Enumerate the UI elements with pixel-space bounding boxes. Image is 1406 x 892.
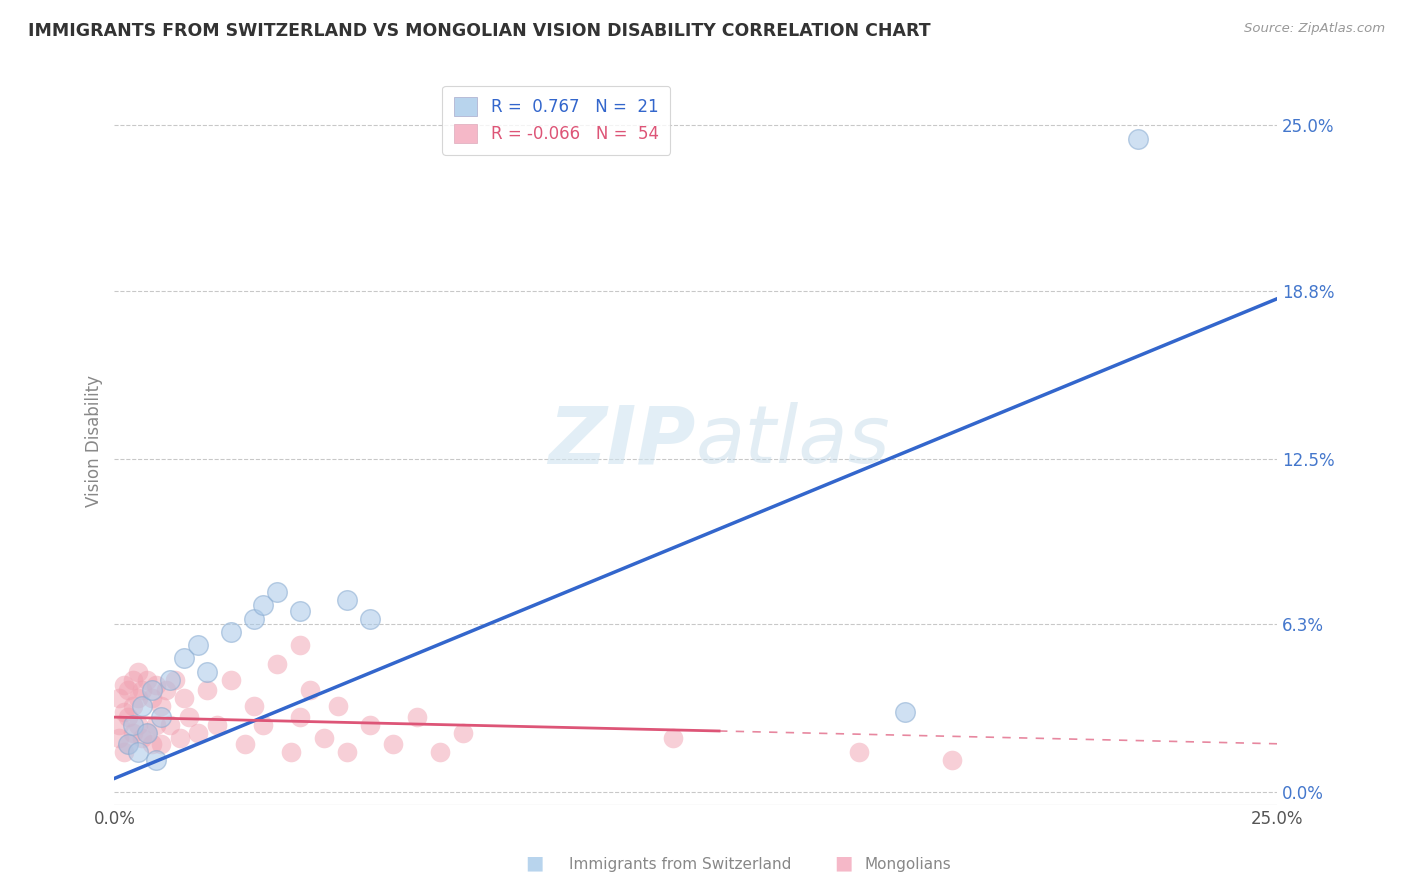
Point [122, 699, 145, 714]
Point [326, 699, 349, 714]
Point [243, 699, 266, 714]
Point [127, 718, 149, 732]
Point [159, 718, 181, 732]
Point [312, 731, 335, 746]
Point [1126, 132, 1149, 146]
Point [894, 705, 917, 719]
Point [141, 691, 163, 706]
Point [173, 651, 195, 665]
Point [219, 673, 242, 687]
Point [149, 699, 172, 714]
Point [117, 737, 139, 751]
Point [266, 585, 288, 599]
Point [290, 638, 312, 652]
Text: atlas: atlas [696, 402, 890, 480]
Point [252, 718, 274, 732]
Point [136, 726, 159, 740]
Point [290, 603, 312, 617]
Point [141, 683, 163, 698]
Point [122, 673, 145, 687]
Point [108, 691, 131, 706]
Point [187, 638, 209, 652]
Point [149, 737, 172, 751]
Point [136, 673, 159, 687]
Text: ■: ■ [524, 854, 544, 872]
Point [155, 683, 177, 698]
Point [127, 665, 149, 679]
Point [122, 718, 145, 732]
Point [177, 710, 200, 724]
Point [122, 726, 145, 740]
Point [219, 624, 242, 639]
Point [131, 683, 153, 698]
Point [149, 710, 172, 724]
Point [169, 731, 191, 746]
Point [252, 598, 274, 612]
Point [173, 691, 195, 706]
Point [159, 673, 181, 687]
Text: ■: ■ [834, 854, 853, 872]
Legend: R =  0.767   N =  21, R = -0.066   N =  54: R = 0.767 N = 21, R = -0.066 N = 54 [443, 86, 671, 155]
Point [233, 737, 256, 751]
Point [451, 726, 474, 740]
Point [382, 737, 405, 751]
Point [205, 718, 228, 732]
Point [197, 665, 219, 679]
Y-axis label: Vision Disability: Vision Disability [86, 376, 103, 508]
Text: IMMIGRANTS FROM SWITZERLAND VS MONGOLIAN VISION DISABILITY CORRELATION CHART: IMMIGRANTS FROM SWITZERLAND VS MONGOLIAN… [28, 22, 931, 40]
Point [197, 683, 219, 698]
Point [163, 673, 186, 687]
Point [405, 710, 427, 724]
Point [359, 718, 381, 732]
Point [359, 611, 381, 625]
Point [145, 718, 167, 732]
Point [141, 737, 163, 751]
Point [131, 699, 153, 714]
Point [145, 678, 167, 692]
Point [336, 592, 359, 607]
Point [848, 745, 870, 759]
Point [127, 745, 149, 759]
Point [941, 753, 963, 767]
Point [127, 691, 149, 706]
Point [136, 726, 159, 740]
Text: Source: ZipAtlas.com: Source: ZipAtlas.com [1244, 22, 1385, 36]
Point [112, 678, 135, 692]
Point [108, 731, 131, 746]
Point [187, 726, 209, 740]
Point [108, 718, 131, 732]
Text: Mongolians: Mongolians [865, 857, 952, 872]
Point [290, 710, 312, 724]
Point [145, 753, 167, 767]
Point [112, 745, 135, 759]
Point [429, 745, 451, 759]
Point [336, 745, 359, 759]
Point [266, 657, 288, 671]
Point [117, 710, 139, 724]
Point [243, 611, 266, 625]
Point [112, 705, 135, 719]
Point [117, 737, 139, 751]
Point [131, 731, 153, 746]
Point [661, 731, 683, 746]
Point [280, 745, 302, 759]
Text: ZIP: ZIP [548, 402, 696, 480]
Text: Immigrants from Switzerland: Immigrants from Switzerland [569, 857, 792, 872]
Point [117, 683, 139, 698]
Point [298, 683, 321, 698]
